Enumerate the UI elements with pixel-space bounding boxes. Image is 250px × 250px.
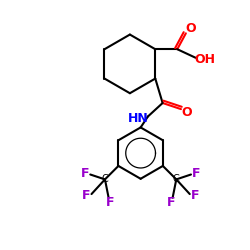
Text: HN: HN xyxy=(128,112,148,125)
Text: F: F xyxy=(191,189,199,202)
Text: O: O xyxy=(185,22,196,36)
Text: F: F xyxy=(82,189,90,202)
Text: F: F xyxy=(106,196,114,209)
Text: O: O xyxy=(182,106,192,119)
Text: F: F xyxy=(192,167,200,180)
Text: F: F xyxy=(167,196,176,209)
Text: C: C xyxy=(102,174,108,184)
Text: OH: OH xyxy=(194,53,216,66)
Text: F: F xyxy=(81,167,89,180)
Text: C: C xyxy=(173,174,180,184)
